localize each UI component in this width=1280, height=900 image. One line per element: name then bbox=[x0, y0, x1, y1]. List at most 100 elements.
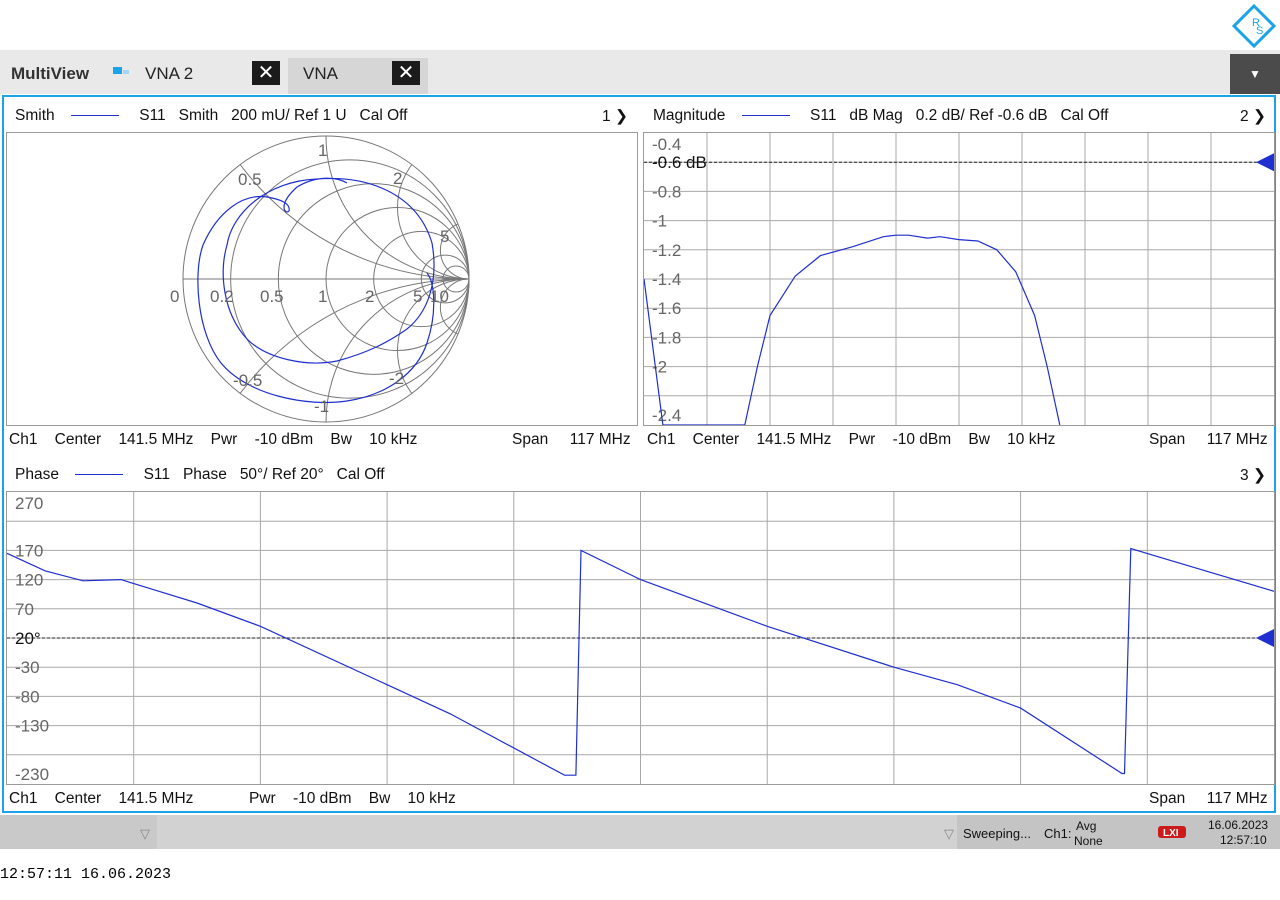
magnitude-tick-label: -0.4 bbox=[652, 135, 681, 154]
phase-tick-label: 120 bbox=[15, 571, 43, 590]
tab-multiview[interactable]: MultiView bbox=[11, 64, 90, 83]
center-value: 141.5 MHz bbox=[118, 431, 194, 448]
phase-cal: Cal Off bbox=[336, 466, 385, 483]
svg-text:R: R bbox=[1252, 17, 1260, 29]
magnitude-tick-label: -1.8 bbox=[652, 328, 681, 347]
magnitude-reference-label: -0.6 dB bbox=[652, 153, 707, 172]
tab-bar bbox=[0, 50, 1280, 94]
span-label: Span bbox=[1149, 431, 1186, 448]
status-date: 16.06.2023 bbox=[1208, 818, 1269, 832]
phase-footer-pwr: Pwr -10 dBm Bw 10 kHz bbox=[249, 790, 456, 808]
phase-tick-label: -80 bbox=[15, 687, 40, 706]
phase-tick-label: -130 bbox=[15, 717, 49, 736]
smith-x-label: -1 bbox=[314, 397, 330, 416]
span-label: Span bbox=[1149, 790, 1186, 807]
close-tab-vna-icon[interactable]: ✕ bbox=[392, 61, 420, 85]
magnitude-format: dB Mag bbox=[849, 107, 903, 124]
bw-value: 10 kHz bbox=[407, 790, 456, 807]
magnitude-tick-label: -2.4 bbox=[652, 406, 681, 425]
chevron-down-icon[interactable]: ▽ bbox=[944, 826, 954, 841]
phase-scale: 50°/ Ref 20° bbox=[239, 466, 324, 483]
center-label: Center bbox=[54, 790, 102, 807]
pwr-value: -10 dBm bbox=[292, 790, 352, 807]
magnitude-trace-line bbox=[741, 115, 790, 117]
status-channel: Ch1: bbox=[1044, 826, 1072, 841]
tab-vna-2[interactable]: VNA 2 bbox=[145, 64, 194, 83]
smith-header[interactable]: Smith S11 Smith 200 mU/ Ref 1 U Cal Off bbox=[15, 107, 407, 125]
phase-trace-line bbox=[75, 474, 124, 476]
smith-trace: S11 bbox=[139, 107, 166, 124]
phase-reference-marker bbox=[1256, 629, 1274, 647]
smith-x-label: 0.5 bbox=[238, 170, 262, 189]
magnitude-trace-line bbox=[644, 234, 1061, 425]
tab-vna[interactable]: VNA bbox=[303, 64, 338, 83]
smith-x-label: 5 bbox=[440, 227, 450, 246]
magnitude-tick-label: -1 bbox=[652, 212, 667, 231]
bw-value: 10 kHz bbox=[1007, 431, 1056, 448]
magnitude-trace: S11 bbox=[810, 107, 837, 124]
channel-label: Ch1 bbox=[647, 431, 676, 448]
screenshot-timestamp: 12:57:11 16.06.2023 bbox=[0, 866, 172, 883]
multiview-layout-icon bbox=[113, 67, 129, 74]
chevron-down-icon: ❯ bbox=[614, 108, 628, 125]
smith-cal: Cal Off bbox=[359, 107, 408, 124]
magnitude-footer: Ch1 Center 141.5 MHz Pwr -10 dBm Bw 10 k… bbox=[647, 431, 1055, 449]
bw-label: Bw bbox=[968, 431, 990, 448]
phase-diagram-number[interactable]: 3 ❯ bbox=[1240, 466, 1266, 485]
span-value: 117 MHz bbox=[1206, 431, 1268, 448]
phase-format: Phase bbox=[182, 466, 227, 483]
phase-trace: S11 bbox=[143, 466, 171, 483]
status-left-panel[interactable] bbox=[0, 815, 157, 849]
span-value: 117 MHz bbox=[569, 431, 631, 448]
svg-text:S: S bbox=[1256, 25, 1263, 37]
smith-r-label: 10 bbox=[430, 287, 449, 306]
channel-label: Ch1 bbox=[9, 790, 38, 807]
magnitude-header[interactable]: Magnitude S11 dB Mag 0.2 dB/ Ref -0.6 dB… bbox=[653, 107, 1108, 125]
multiview-frame bbox=[2, 95, 1276, 813]
sweep-status: Sweeping... bbox=[963, 826, 1031, 841]
smith-scale: 200 mU/ Ref 1 U bbox=[231, 107, 347, 124]
center-label: Center bbox=[692, 431, 740, 448]
span-value: 117 MHz bbox=[1206, 790, 1268, 807]
smith-reactance-arc bbox=[325, 136, 469, 280]
phase-plot-area: 270 170 120 70 -30 -80 -130 -230 20° bbox=[6, 491, 1275, 785]
close-tab-vna-2-icon[interactable]: ✕ bbox=[252, 61, 280, 85]
svg-text:LXI: LXI bbox=[1163, 828, 1179, 839]
smith-diagram-number[interactable]: 1 ❯ bbox=[602, 107, 628, 126]
magnitude-span: Span 117 MHz bbox=[1149, 431, 1268, 449]
smith-r-label: 5 bbox=[413, 287, 423, 306]
phase-header[interactable]: Phase S11 Phase 50°/ Ref 20° Cal Off bbox=[15, 466, 385, 484]
chevron-down-icon[interactable]: ▽ bbox=[140, 826, 150, 841]
phase-number: 3 bbox=[1240, 467, 1249, 484]
smith-r-label: 0 bbox=[170, 287, 180, 306]
channel-label: Ch1 bbox=[9, 431, 38, 448]
phase-tick-label: 70 bbox=[15, 600, 34, 619]
smith-span: Span 117 MHz bbox=[512, 431, 631, 449]
smith-reactance-arc bbox=[397, 136, 469, 280]
magnitude-title: Magnitude bbox=[653, 107, 726, 124]
smith-footer: Ch1 Center 141.5 MHz Pwr -10 dBm Bw 10 k… bbox=[9, 431, 417, 449]
rohde-schwarz-logo-icon: R S bbox=[1232, 4, 1276, 48]
smith-r-label: 1 bbox=[318, 287, 328, 306]
phase-tick-label: -230 bbox=[15, 765, 49, 784]
tab-dropdown-button[interactable]: ▼ bbox=[1230, 54, 1280, 94]
smith-reactance-arc bbox=[183, 278, 469, 422]
smith-x-label: 2 bbox=[393, 169, 403, 188]
smith-r-label: 0.2 bbox=[210, 287, 234, 306]
center-label: Center bbox=[54, 431, 102, 448]
smith-reactance-arc bbox=[397, 278, 469, 422]
magnitude-tick-label: -1.6 bbox=[652, 299, 681, 318]
remote-lxi-icon: LXI bbox=[1158, 826, 1186, 839]
smith-plot-area: 0 0.2 0.5 1 2 5 10 0.5 1 2 5 -0.5 -1 -2 bbox=[6, 132, 638, 426]
smith-r-label: 0.5 bbox=[260, 287, 284, 306]
smith-format: Smith bbox=[178, 107, 219, 124]
phase-tick-label: 270 bbox=[15, 494, 43, 513]
pwr-label: Pwr bbox=[210, 431, 238, 448]
phase-footer: Ch1 Center 141.5 MHz bbox=[9, 790, 193, 808]
center-value: 141.5 MHz bbox=[118, 790, 194, 807]
status-right-panel bbox=[957, 815, 1280, 849]
chevron-down-icon: ❯ bbox=[1252, 467, 1266, 484]
phase-trace-line bbox=[7, 547, 1274, 776]
pwr-value: -10 dBm bbox=[254, 431, 314, 448]
magnitude-diagram-number[interactable]: 2 ❯ bbox=[1240, 107, 1266, 126]
